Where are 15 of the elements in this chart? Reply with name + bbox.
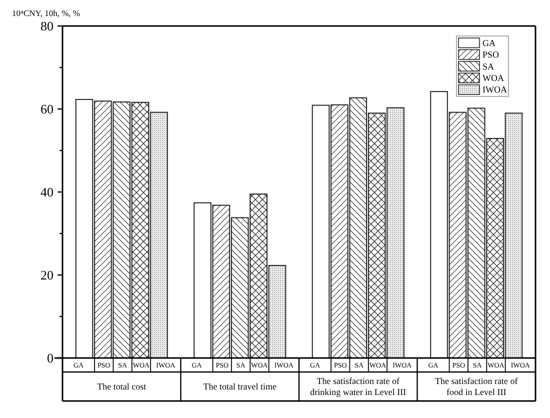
x-tick-label: The satisfaction rate of food in Level III	[435, 376, 518, 397]
x-tick-label: The total travel time	[203, 382, 276, 392]
legend-label: SA	[482, 61, 495, 72]
y-tick-label: 40	[40, 184, 54, 200]
x-tick-label: The total cost	[97, 382, 147, 392]
legend-label: PSO	[482, 50, 500, 60]
y-axis-title: 10⁴CNY, 10h, %, %	[12, 8, 80, 18]
legend-label: WOA	[482, 72, 504, 83]
y-tick-label: 60	[40, 102, 54, 116]
y-tick-label: 0	[47, 350, 54, 366]
legend-label: IWOA	[482, 84, 508, 95]
y-tick-label: 80	[40, 18, 54, 34]
legend-label: GA	[482, 38, 496, 48]
y-tick-label: 20	[40, 268, 54, 282]
x-tick-label: The satisfaction rate of drinking water in Level III	[310, 376, 406, 397]
